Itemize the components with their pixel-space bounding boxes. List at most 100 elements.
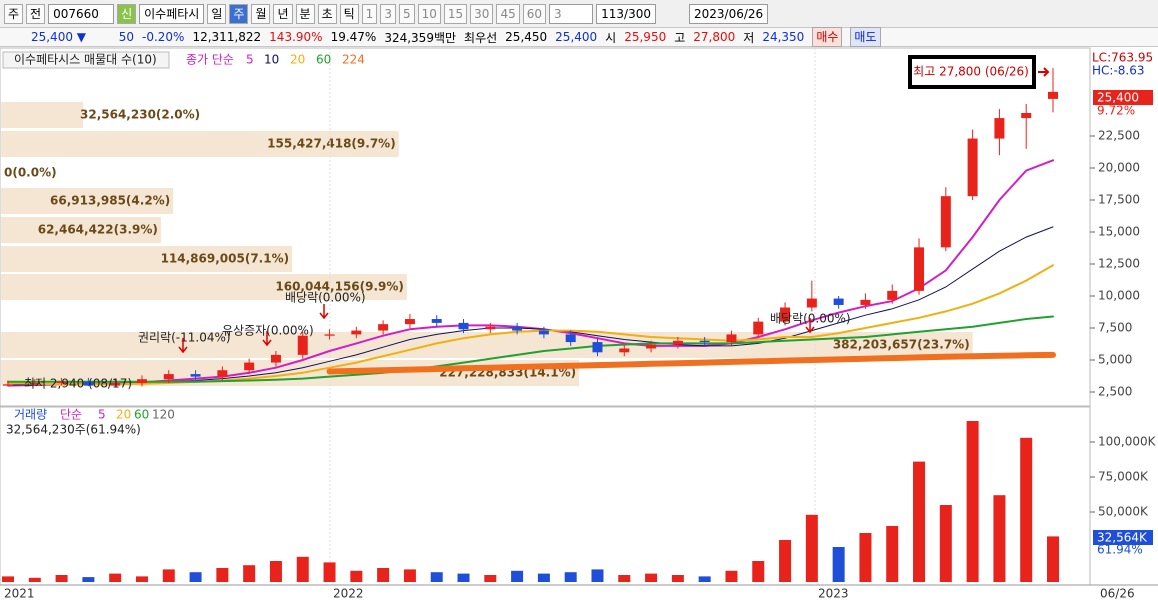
period-minute[interactable]: 분 [295,3,315,24]
legend-entry: 60 [134,408,149,422]
candle-body [538,330,549,335]
volume-bar [457,573,470,582]
interval-button[interactable]: 15 [443,3,468,24]
legend-entry: 60 [316,53,331,67]
interval-input[interactable]: 3 [549,3,593,24]
x-tick-label: 2022 [333,587,364,601]
volume-box [1093,530,1153,545]
candle-body [136,379,147,384]
candle-body [512,326,523,331]
volume-panel [0,406,1091,586]
volume-bar [216,568,229,582]
event-arrow [319,304,329,320]
volume-bar [403,569,416,582]
candle-body [860,299,871,305]
volume-profile-label: 32,564,230(2.0%) [80,108,200,122]
interval-button[interactable]: 5 [398,3,415,24]
date-input[interactable]: 2023/06/26 [689,3,769,24]
candle-body [994,118,1005,139]
interval-button[interactable]: 1 [361,3,378,24]
volume-profile-bar [1,217,161,243]
volume-profile-bar [1,274,407,300]
volume-bar [645,573,658,582]
candle-body [940,196,951,248]
chart-title: 이수페타시스 매물대 수(10) [14,53,157,67]
high-box [908,55,1036,89]
volume-profile-label: 382,203,657(23.7%) [833,338,970,352]
volume-bar [537,573,550,582]
volume-bar [966,420,979,582]
interval-button[interactable]: 30 [470,3,494,24]
prev-button[interactable]: 전 [26,3,46,24]
volume-bar [618,575,631,582]
volume-profile-bar [1,102,83,128]
ma-label: 종가 단순 [186,53,234,67]
label: 저 [743,30,755,45]
period-select[interactable]: 주 [4,3,24,24]
candle-body [592,342,603,353]
period-second[interactable]: 초 [317,3,337,24]
volume-bar [939,504,952,582]
new-tag[interactable]: 신 [117,3,137,24]
price-box [1093,90,1153,105]
interval-button[interactable]: 45 [496,3,520,24]
candle-body [967,138,978,197]
right-label: 32,564K [1097,531,1148,545]
turnover: 19.47% [330,30,377,44]
code-input[interactable]: 007660 [48,3,115,24]
candle-body [833,298,844,305]
candle-body [726,334,737,343]
right-label: 25,400 [1097,91,1139,105]
candle-body [404,319,415,325]
period-day[interactable]: 일 [207,3,227,24]
y-tick-label: 7,500 [1098,320,1132,334]
period-week[interactable]: 주 [229,3,249,24]
open: 25,950 [624,30,667,44]
interval-button[interactable]: 60 [522,3,546,24]
x-tick-label: 2021 [4,587,35,601]
y-tick-label: 5,000 [1098,352,1132,366]
candle-body [244,362,255,371]
period-month[interactable]: 월 [251,3,271,24]
buy-button[interactable]: 매수 [812,27,843,47]
stock-name: 이수페타시 [139,3,205,24]
candle-body [753,321,764,335]
count-input[interactable]: 113/300 [596,3,656,24]
volume-bar [993,495,1006,582]
candle-body [270,354,281,363]
candle-body [190,374,201,377]
volume-bar [269,561,282,582]
event-arrow [805,318,815,334]
volume-profile-label: 160,044,156(9.9%) [275,280,404,294]
right-label: 61.94% [1097,543,1143,557]
title-box [2,51,170,69]
volume-bar [725,570,738,582]
label: 최우선 [464,30,498,45]
volume-bar [805,514,818,582]
volume-bar [752,561,765,582]
volume-ratio: 143.90% [269,30,323,44]
period-year[interactable]: 년 [273,3,293,24]
volume-profile-label: 62,464,422(3.9%) [38,223,158,237]
candle-body [672,340,683,345]
right-label: HC:-8.63 [1092,64,1145,78]
volume-bar [511,570,524,582]
interval-button[interactable]: 3 [380,3,396,24]
volume-profile-bar [1,131,399,157]
volume-bar [913,461,926,582]
volume-bar [1047,536,1059,582]
volume-profile-label: 0(0.0%) [4,166,57,180]
high-arrow [1038,67,1050,77]
interval-button[interactable]: 10 [417,3,441,24]
period-tick[interactable]: 틱 [339,3,359,24]
candle-body [3,384,13,386]
legend-entry: 10 [264,53,279,67]
y-tick-label: 20,000 [1098,161,1140,175]
sell-button[interactable]: 매도 [850,27,881,47]
volume-bar [135,576,148,582]
volume-title: 거래량 [14,408,47,422]
volume-profile-label: 66,913,985(4.2%) [50,194,170,208]
legend-entry: 5 [98,408,106,422]
candle-body [699,340,710,343]
